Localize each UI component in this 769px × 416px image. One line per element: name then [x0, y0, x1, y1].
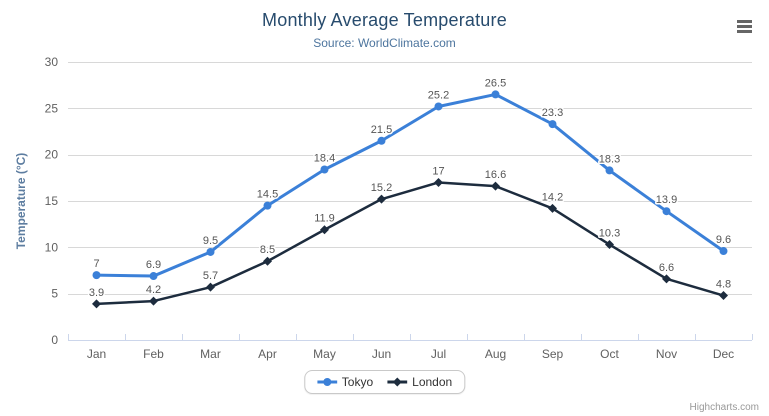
legend-label: Tokyo — [341, 375, 374, 389]
data-label: 9.6 — [716, 234, 731, 246]
data-label: 3.9 — [89, 287, 104, 299]
x-axis-label: Apr — [258, 347, 277, 361]
data-label: 4.8 — [716, 279, 731, 291]
data-label: 21.5 — [371, 124, 392, 136]
data-label: 10.3 — [599, 228, 620, 240]
data-label: 13.9 — [656, 194, 677, 206]
x-axis-label: Sep — [542, 347, 564, 361]
data-label: 17 — [432, 165, 444, 177]
data-label: 15.2 — [371, 182, 392, 194]
data-label: 18.4 — [314, 152, 335, 164]
y-axis-label: 10 — [45, 240, 59, 254]
data-label: 23.3 — [542, 107, 563, 119]
data-point[interactable] — [206, 282, 215, 292]
data-label: 4.2 — [146, 284, 161, 296]
x-axis-label: May — [313, 347, 336, 361]
chart-title: Monthly Average Temperature — [262, 10, 507, 30]
data-label: 9.5 — [203, 235, 218, 247]
chart-subtitle: Source: WorldClimate.com — [313, 36, 456, 50]
x-axis-label: Jul — [431, 347, 446, 361]
y-axis-label: 30 — [45, 55, 59, 69]
x-axis-label: Jan — [87, 347, 106, 361]
data-point[interactable] — [92, 299, 101, 309]
data-label: 11.9 — [314, 213, 335, 225]
data-point[interactable] — [206, 247, 215, 256]
credits-link[interactable]: Highcharts.com — [689, 402, 759, 413]
y-axis-label: 0 — [51, 333, 58, 347]
diamond-marker-icon — [387, 377, 408, 387]
data-point[interactable] — [434, 102, 443, 111]
y-axis-label: 20 — [45, 148, 59, 162]
x-axis: Jan Feb Mar Apr May Jun Jul Aug Sep Oct Nov Dec — [68, 334, 753, 361]
context-menu-button[interactable] — [735, 16, 757, 36]
data-point[interactable] — [377, 194, 386, 204]
data-point[interactable] — [320, 225, 329, 235]
data-label: 5.7 — [203, 270, 218, 282]
data-point[interactable] — [605, 166, 614, 175]
data-label: 6.6 — [659, 262, 674, 274]
x-axis-label: Aug — [485, 347, 506, 361]
series-london[interactable]: 3.9 4.2 5.7 8.5 11.9 15.2 17 16.6 14.2 10.3 6.6 4.8 — [87, 164, 733, 309]
legend-label: London — [412, 375, 453, 389]
data-point[interactable] — [149, 296, 158, 306]
data-label: 18.3 — [599, 153, 620, 165]
data-point[interactable] — [548, 120, 557, 129]
legend-item-london[interactable]: London — [387, 375, 452, 389]
data-point[interactable] — [548, 203, 557, 213]
data-point[interactable] — [719, 291, 728, 301]
data-point[interactable] — [377, 136, 386, 145]
data-label: 14.2 — [542, 191, 563, 203]
data-point[interactable] — [92, 271, 101, 280]
data-point[interactable] — [263, 256, 272, 266]
data-label: 26.5 — [485, 77, 506, 89]
data-label: 14.5 — [257, 189, 278, 201]
data-label: 8.5 — [260, 244, 275, 256]
legend: Tokyo London — [303, 370, 466, 394]
data-point[interactable] — [263, 201, 272, 210]
data-label: 16.6 — [485, 169, 506, 181]
x-axis-label: Mar — [200, 347, 221, 361]
data-point[interactable] — [149, 272, 158, 281]
y-axis-label: 5 — [51, 287, 58, 301]
x-axis-label: Feb — [143, 347, 164, 361]
x-axis-label: Jun — [372, 347, 391, 361]
x-axis-label: Nov — [656, 347, 677, 361]
legend-item-tokyo[interactable]: Tokyo — [316, 375, 374, 389]
x-axis-label: Oct — [600, 347, 619, 361]
data-point[interactable] — [491, 181, 500, 191]
data-label: 7 — [93, 258, 99, 270]
data-point[interactable] — [320, 165, 329, 174]
data-point[interactable] — [491, 90, 500, 99]
y-axis-title: Temperature (°C) — [14, 153, 28, 250]
data-point[interactable] — [434, 177, 443, 187]
circle-marker-icon — [316, 378, 337, 386]
data-point[interactable] — [605, 240, 614, 250]
x-axis-label: Dec — [713, 347, 734, 361]
data-point[interactable] — [719, 247, 728, 256]
hamburger-icon — [737, 19, 752, 23]
y-axis-label: 15 — [45, 194, 59, 208]
data-point[interactable] — [662, 274, 671, 284]
grid-lines: 0 5 10 15 20 25 30 — [45, 55, 752, 347]
y-axis-label: 25 — [45, 101, 59, 115]
data-label: 25.2 — [428, 89, 449, 101]
data-label: 6.9 — [146, 259, 161, 271]
data-point[interactable] — [662, 207, 671, 216]
series-tokyo[interactable]: 7 6.9 9.5 14.5 18.4 21.5 25.2 26.5 23.3 18.3 13.9 9… — [92, 76, 733, 281]
